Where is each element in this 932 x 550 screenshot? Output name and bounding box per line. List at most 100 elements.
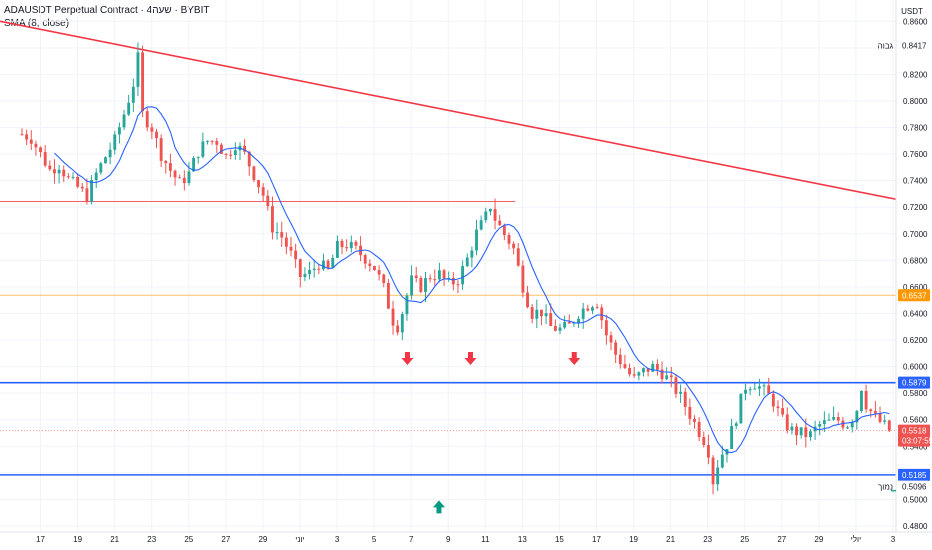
candle-body [618,354,622,365]
legend-title[interactable]: ADAUSDT Perpetual Contract · 4שעה · BYBI… [4,5,210,16]
low-label: נמוך [878,483,893,492]
candle-body [433,279,437,281]
price-tick-label: 0.5000 [903,495,928,504]
candle-body [94,172,98,181]
candle-body [331,257,335,268]
candle-body [298,259,302,278]
candle-body [373,266,376,271]
candle-body [219,144,223,154]
candle-body [530,307,534,319]
candle-body [461,266,465,285]
candle-body [335,240,339,258]
candle-body [326,260,330,268]
candle-body [159,138,163,161]
candle-body [526,292,529,308]
last-price-tag-bg [898,424,930,447]
candle-body [210,140,214,142]
candle-body [275,232,279,234]
candle-body [308,269,311,275]
candle-body [414,275,418,278]
high-value: 0.8417 [902,42,927,51]
candle-body [122,114,126,128]
price-tick-label: 0.7000 [903,230,928,239]
candle-body [182,177,186,184]
candle-body [187,171,191,184]
candle-body [104,157,107,164]
candle-body [428,278,432,280]
time-tick-label: 27 [777,535,786,544]
candle-body [595,307,599,309]
candle-body [507,235,511,244]
candle-body [108,149,112,158]
candle-body [131,86,135,103]
arrow-down-icon[interactable] [568,351,581,365]
candle-body [512,243,516,249]
candle-body [827,419,831,421]
price-tick-label: 0.7200 [903,203,928,212]
price-axis[interactable]: USDT0.86000.84000.82000.80000.78000.7600… [901,7,928,531]
candle-body [113,134,117,150]
candle-body [771,393,775,407]
price-tick-label: 0.8600 [903,17,928,26]
time-tick-label: 19 [629,535,638,544]
candle-body [90,180,94,203]
candle-body [117,127,121,135]
arrow-annotations[interactable] [401,351,581,514]
candle-body [396,325,400,333]
time-tick-label: 23 [703,535,712,544]
candle-body [841,420,845,428]
time-tick-label: 5 [372,535,377,544]
arrow-down-icon[interactable] [401,351,414,365]
drawn-lines[interactable] [0,20,897,476]
trendline[interactable] [0,20,897,201]
candle-body [846,427,849,429]
candle-body [609,335,613,343]
candle-body [549,313,553,326]
candle-body [688,406,692,419]
candle-body [655,364,659,370]
arrow-up-icon[interactable] [432,500,445,514]
candle-body [271,206,274,233]
candle-body [257,180,260,188]
candle-body [581,308,585,319]
candle-body [127,102,131,115]
candle-body [822,420,826,424]
candle-body [860,390,863,411]
sma-8-line [54,106,890,454]
candle-body [651,364,655,372]
candle-body [567,321,571,324]
candle-body [836,417,840,421]
time-tick-label: 25 [184,535,193,544]
candle-body [317,268,321,270]
candle-body [614,342,618,355]
time-tick-label: 19 [73,535,82,544]
candle-body [716,467,720,485]
candle-body [521,265,525,293]
arrow-down-icon[interactable] [464,351,477,365]
candle-body [164,160,168,164]
candle-body [363,255,367,264]
candle-body [233,150,237,155]
candle-body [284,237,288,247]
time-tick-label: 29 [258,535,267,544]
candle-body [734,423,738,426]
upper-blue-level-tag-bg [898,376,930,389]
candle-body [748,389,752,391]
candle-body [679,391,683,394]
price-tick-label: 0.8200 [903,70,928,79]
candle-body [637,372,641,376]
candle-body [20,134,24,136]
time-tick-label: 17 [36,535,45,544]
legend-indicator[interactable]: SMA (8, close) [4,18,70,29]
candle-body [883,420,887,422]
candles [20,42,891,495]
candle-body [289,246,293,251]
candle-body [266,195,270,207]
time-tick-label: 27 [221,535,230,544]
candle-body [145,111,149,128]
price-tick-label: 0.5400 [903,442,928,451]
candle-body [600,307,604,321]
